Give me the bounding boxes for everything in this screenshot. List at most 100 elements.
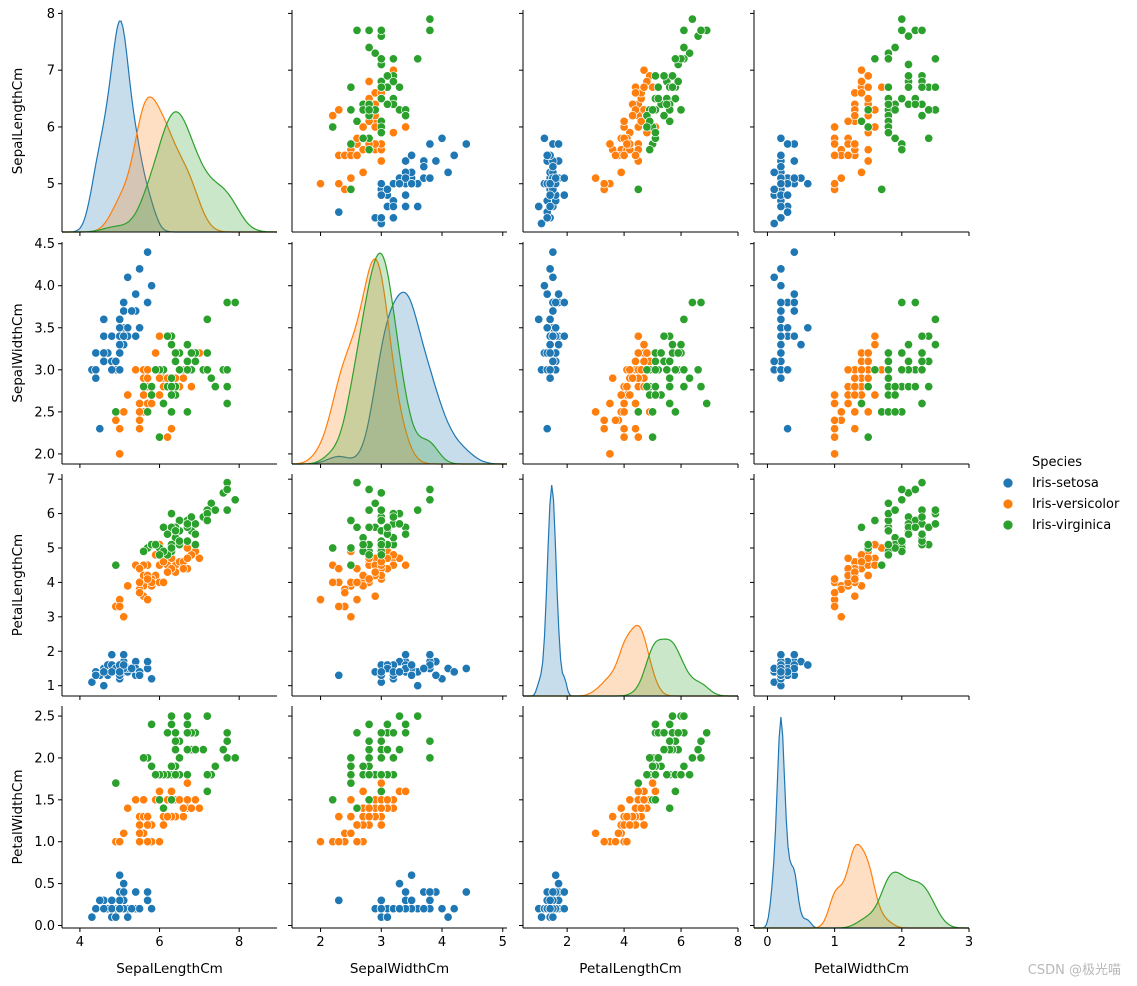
scatter-point-Iris-virginica xyxy=(665,736,675,746)
scatter-point-Iris-versicolor xyxy=(135,577,145,587)
scatter-point-Iris-versicolor xyxy=(633,786,643,796)
scatter-point-Iris-virginica xyxy=(870,54,880,64)
scatter-point-Iris-setosa xyxy=(461,139,471,149)
x-tick-label: 4 xyxy=(620,935,628,950)
scatter-point-Iris-virginica xyxy=(667,711,678,721)
scatter-point-Iris-versicolor xyxy=(830,390,840,400)
scatter-point-Iris-virginica xyxy=(897,536,907,546)
scatter-point-Iris-setosa xyxy=(388,201,398,212)
scatter-point-Iris-virginica xyxy=(162,728,173,738)
scatter-point-Iris-versicolor xyxy=(334,812,344,822)
scatter-point-Iris-virginica xyxy=(328,122,338,132)
scatter-point-Iris-setosa xyxy=(401,650,411,660)
panel-SepalWidthCm-vs-PetalLengthCm xyxy=(288,474,507,700)
scatter-point-Iris-virginica xyxy=(174,536,185,546)
scatter-point-Iris-setosa xyxy=(776,297,786,308)
scatter-point-Iris-virginica xyxy=(222,728,232,738)
panel-SepalWidthCm-vs-PetalWidthCm: 2 3 4 5 xyxy=(288,706,507,950)
scatter-point-Iris-versicolor xyxy=(608,373,618,383)
x-tick-label: 2 xyxy=(316,935,324,950)
scatter-point-Iris-versicolor xyxy=(619,432,629,442)
scatter-point-Iris-setosa xyxy=(334,207,344,217)
scatter-point-Iris-setosa xyxy=(413,201,423,212)
x-tick-label: 4 xyxy=(438,935,446,950)
scatter-point-Iris-setosa xyxy=(99,904,109,914)
scatter-point-Iris-versicolor xyxy=(591,828,601,838)
scatter-point-Iris-setosa xyxy=(425,173,435,183)
scatter-point-Iris-virginica xyxy=(863,540,873,550)
panel-SepalLengthCm-vs-SepalWidthCm: 2.0 2.5 3.0 3.5 4.0 4.5 xyxy=(34,237,277,468)
scatter-point-Iris-versicolor xyxy=(622,139,632,149)
scatter-point-Iris-setosa xyxy=(107,650,117,660)
scatter-point-Iris-versicolor xyxy=(139,390,149,400)
scatter-point-Iris-setosa xyxy=(91,904,101,914)
scatter-point-Iris-virginica xyxy=(364,105,374,115)
scatter-point-Iris-setosa xyxy=(783,139,793,149)
scatter-point-Iris-virginica xyxy=(897,495,907,505)
scatter-point-Iris-virginica xyxy=(653,753,663,763)
scatter-point-Iris-setosa xyxy=(407,150,417,160)
scatter-point-Iris-versicolor xyxy=(143,595,153,605)
scatter-point-Iris-virginica xyxy=(903,59,914,70)
legend-label-Iris-setosa: Iris-setosa xyxy=(1032,476,1099,491)
scatter-point-Iris-setosa xyxy=(443,167,453,177)
scatter-point-Iris-setosa xyxy=(107,904,117,914)
scatter-point-Iris-setosa xyxy=(131,331,141,341)
scatter-point-Iris-virginica xyxy=(376,94,386,104)
scatter-point-Iris-versicolor xyxy=(352,150,362,160)
scatter-point-Iris-versicolor xyxy=(639,795,649,805)
scatter-point-Iris-virginica xyxy=(910,522,920,532)
scatter-point-Iris-virginica xyxy=(206,498,216,508)
scatter-point-Iris-versicolor xyxy=(376,820,386,830)
scatter-point-Iris-setosa xyxy=(545,340,555,350)
scatter-point-Iris-setosa xyxy=(545,904,555,914)
scatter-point-Iris-versicolor xyxy=(135,407,145,417)
scatter-point-Iris-virginica xyxy=(382,522,392,532)
scatter-point-Iris-virginica xyxy=(890,105,900,115)
scatter-point-Iris-setosa xyxy=(143,887,153,897)
scatter-point-Iris-virginica xyxy=(382,719,392,729)
scatter-point-Iris-setosa xyxy=(99,356,109,366)
scatter-point-Iris-virginica xyxy=(924,133,934,143)
scatter-point-Iris-versicolor xyxy=(364,76,374,87)
scatter-point-Iris-virginica xyxy=(930,82,940,92)
scatter-point-Iris-virginica xyxy=(401,719,411,729)
scatter-point-Iris-setosa xyxy=(135,264,145,274)
y-tick-label: 4.0 xyxy=(34,279,55,294)
scatter-point-Iris-setosa xyxy=(401,173,411,183)
scatter-point-Iris-versicolor xyxy=(370,591,380,601)
scatter-point-Iris-virginica xyxy=(154,432,165,442)
scatter-point-Iris-setosa xyxy=(776,179,786,189)
scatter-point-Iris-virginica xyxy=(182,745,192,755)
scatter-point-Iris-virginica xyxy=(930,340,940,350)
scatter-point-Iris-versicolor xyxy=(154,390,165,400)
scatter-point-Iris-virginica xyxy=(182,407,192,417)
scatter-point-Iris-virginica xyxy=(903,31,914,41)
scatter-point-Iris-setosa xyxy=(135,904,145,914)
scatter-point-Iris-setosa xyxy=(545,264,555,274)
scatter-point-Iris-virginica xyxy=(202,711,212,721)
scatter-point-Iris-versicolor xyxy=(830,588,840,598)
scatter-point-Iris-virginica xyxy=(863,105,873,115)
scatter-point-Iris-virginica xyxy=(667,82,678,92)
scatter-point-Iris-setosa xyxy=(776,213,786,223)
scatter-point-Iris-virginica xyxy=(642,365,652,375)
scatter-point-Iris-virginica xyxy=(222,365,232,375)
scatter-point-Iris-virginica xyxy=(693,365,703,375)
scatter-point-Iris-versicolor xyxy=(830,150,840,160)
scatter-point-Iris-virginica xyxy=(863,122,873,132)
scatter-point-Iris-versicolor xyxy=(850,574,860,584)
scatter-point-Iris-setosa xyxy=(143,657,153,667)
scatter-point-Iris-virginica xyxy=(653,94,663,104)
scatter-point-Iris-setosa xyxy=(789,173,799,183)
scatter-point-Iris-virginica xyxy=(139,382,149,392)
scatter-point-Iris-virginica xyxy=(154,550,165,560)
scatter-point-Iris-versicolor xyxy=(135,564,145,574)
scatter-point-Iris-virginica xyxy=(352,803,362,813)
scatter-point-Iris-versicolor xyxy=(830,432,840,442)
scatter-point-Iris-versicolor xyxy=(599,837,609,847)
scatter-point-Iris-versicolor xyxy=(850,591,860,601)
scatter-point-Iris-versicolor xyxy=(625,365,635,375)
scatter-point-Iris-setosa xyxy=(542,424,552,434)
scatter-point-Iris-virginica xyxy=(346,105,356,115)
